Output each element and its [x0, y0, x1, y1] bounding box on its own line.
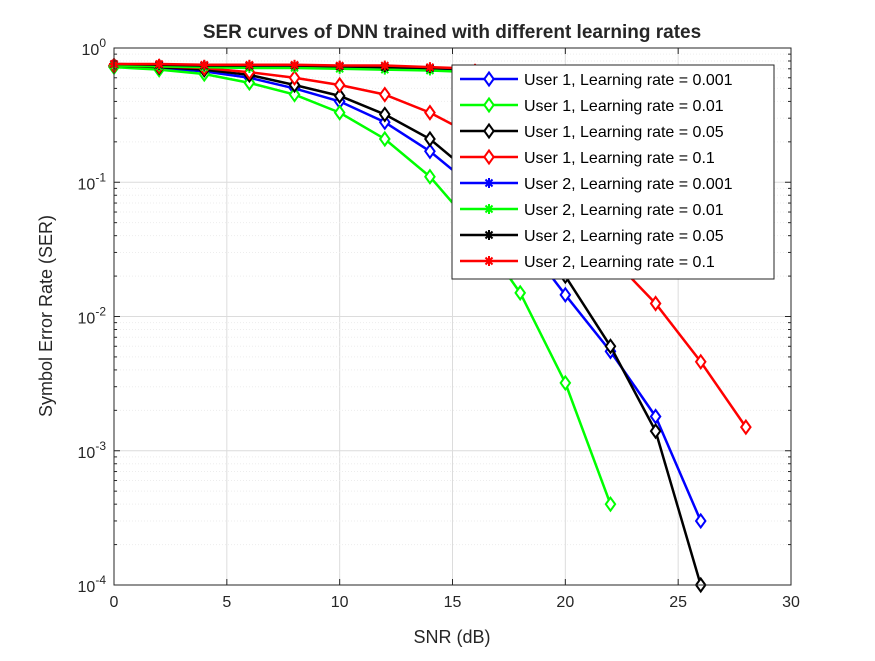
legend-label: User 2, Learning rate = 0.001 — [524, 176, 733, 193]
data-point — [739, 418, 752, 436]
legend-entry: User 2, Learning rate = 0.001 — [460, 176, 733, 193]
data-point — [378, 106, 391, 123]
data-point — [694, 353, 707, 370]
x-tick-label: 30 — [782, 594, 800, 611]
data-point — [424, 168, 436, 185]
series-line — [113, 64, 702, 586]
legend-label: User 1, Learning rate = 0.001 — [524, 72, 733, 89]
data-point — [378, 130, 391, 148]
x-tick-label: 5 — [222, 594, 231, 611]
data-point — [244, 59, 255, 70]
x-tick-label: 10 — [331, 594, 349, 611]
asterisk-stroke — [484, 178, 494, 188]
data-point — [289, 59, 300, 70]
legend-entry: User 1, Learning rate = 0.001 — [460, 70, 733, 89]
y-tick-label: 10-2 — [78, 305, 107, 328]
asterisk-stroke — [484, 204, 494, 214]
asterisk-stroke — [484, 256, 494, 266]
asterisk-stroke — [484, 230, 494, 240]
data-point — [333, 104, 346, 121]
axis-ticks: 0 5 10 15 20 25 30 10-4 10-3 10-2 10-1 100 — [78, 36, 800, 611]
data-point — [424, 130, 436, 148]
data-point — [514, 284, 527, 302]
data-point — [379, 60, 390, 71]
asterisk-stroke — [200, 60, 209, 69]
legend-box — [451, 64, 775, 280]
asterisk-stroke — [290, 60, 299, 69]
x-tick-label: 15 — [444, 594, 462, 611]
y-tick-label: 100 — [82, 36, 107, 59]
x-tick-label: 25 — [669, 594, 687, 611]
y-tick-label: 10-1 — [78, 170, 107, 193]
legend-entry: User 2, Learning rate = 0.1 — [460, 254, 715, 271]
legend-marker — [483, 96, 495, 114]
data-point — [334, 60, 345, 71]
data-point — [333, 87, 346, 105]
x-tick-label: 0 — [110, 594, 119, 611]
asterisk-stroke — [335, 61, 344, 70]
data-point — [649, 295, 662, 312]
data-point — [604, 338, 617, 355]
chart-title: SER curves of DNN trained with different… — [203, 22, 701, 43]
data-point — [288, 69, 301, 86]
data-point — [424, 143, 436, 160]
legend-marker — [484, 204, 494, 214]
legend-marker — [484, 256, 494, 266]
data-point — [604, 495, 617, 513]
data-point — [154, 59, 165, 70]
y-tick-label: 10-3 — [78, 439, 107, 462]
legend-label: User 1, Learning rate = 0.1 — [524, 150, 715, 167]
legend: User 1, Learning rate = 0.001 User 1, Lea… — [451, 64, 775, 280]
data-point — [559, 374, 572, 392]
series-line — [113, 65, 702, 522]
data-point — [199, 59, 210, 70]
legend-marker — [483, 70, 495, 88]
legend-label: User 1, Learning rate = 0.05 — [524, 124, 724, 141]
data-point — [424, 104, 436, 121]
data-point — [288, 86, 301, 103]
asterisk-stroke — [245, 60, 254, 69]
legend-marker — [484, 230, 494, 240]
asterisk-stroke — [380, 61, 390, 70]
legend-marker — [483, 148, 495, 166]
legend-entry: User 1, Learning rate = 0.1 — [460, 148, 715, 167]
legend-marker — [484, 178, 494, 188]
legend-entry: User 1, Learning rate = 0.01 — [460, 96, 724, 115]
series-line — [113, 65, 612, 505]
legend-entry: User 1, Learning rate = 0.05 — [460, 122, 724, 141]
data-point — [424, 62, 435, 73]
x-tick-label: 20 — [556, 594, 574, 611]
legend-label: User 2, Learning rate = 0.05 — [524, 228, 724, 245]
legend-entry: User 2, Learning rate = 0.01 — [460, 202, 724, 219]
data-point — [333, 76, 346, 94]
data-point — [694, 512, 707, 530]
legend-entry: User 2, Learning rate = 0.05 — [460, 228, 724, 245]
x-axis-label: SNR (dB) — [413, 627, 490, 647]
asterisk-stroke — [425, 62, 435, 72]
data-point — [378, 86, 391, 103]
asterisk-stroke — [154, 59, 164, 69]
legend-label: User 2, Learning rate = 0.01 — [524, 202, 724, 219]
legend-label: User 1, Learning rate = 0.01 — [524, 98, 724, 115]
data-point — [559, 286, 572, 304]
y-axis-label: Symbol Error Rate (SER) — [36, 215, 56, 417]
data-point — [649, 422, 662, 440]
legend-marker — [483, 122, 495, 140]
legend-label: User 2, Learning rate = 0.1 — [524, 254, 715, 271]
y-tick-label: 10-4 — [78, 573, 107, 596]
